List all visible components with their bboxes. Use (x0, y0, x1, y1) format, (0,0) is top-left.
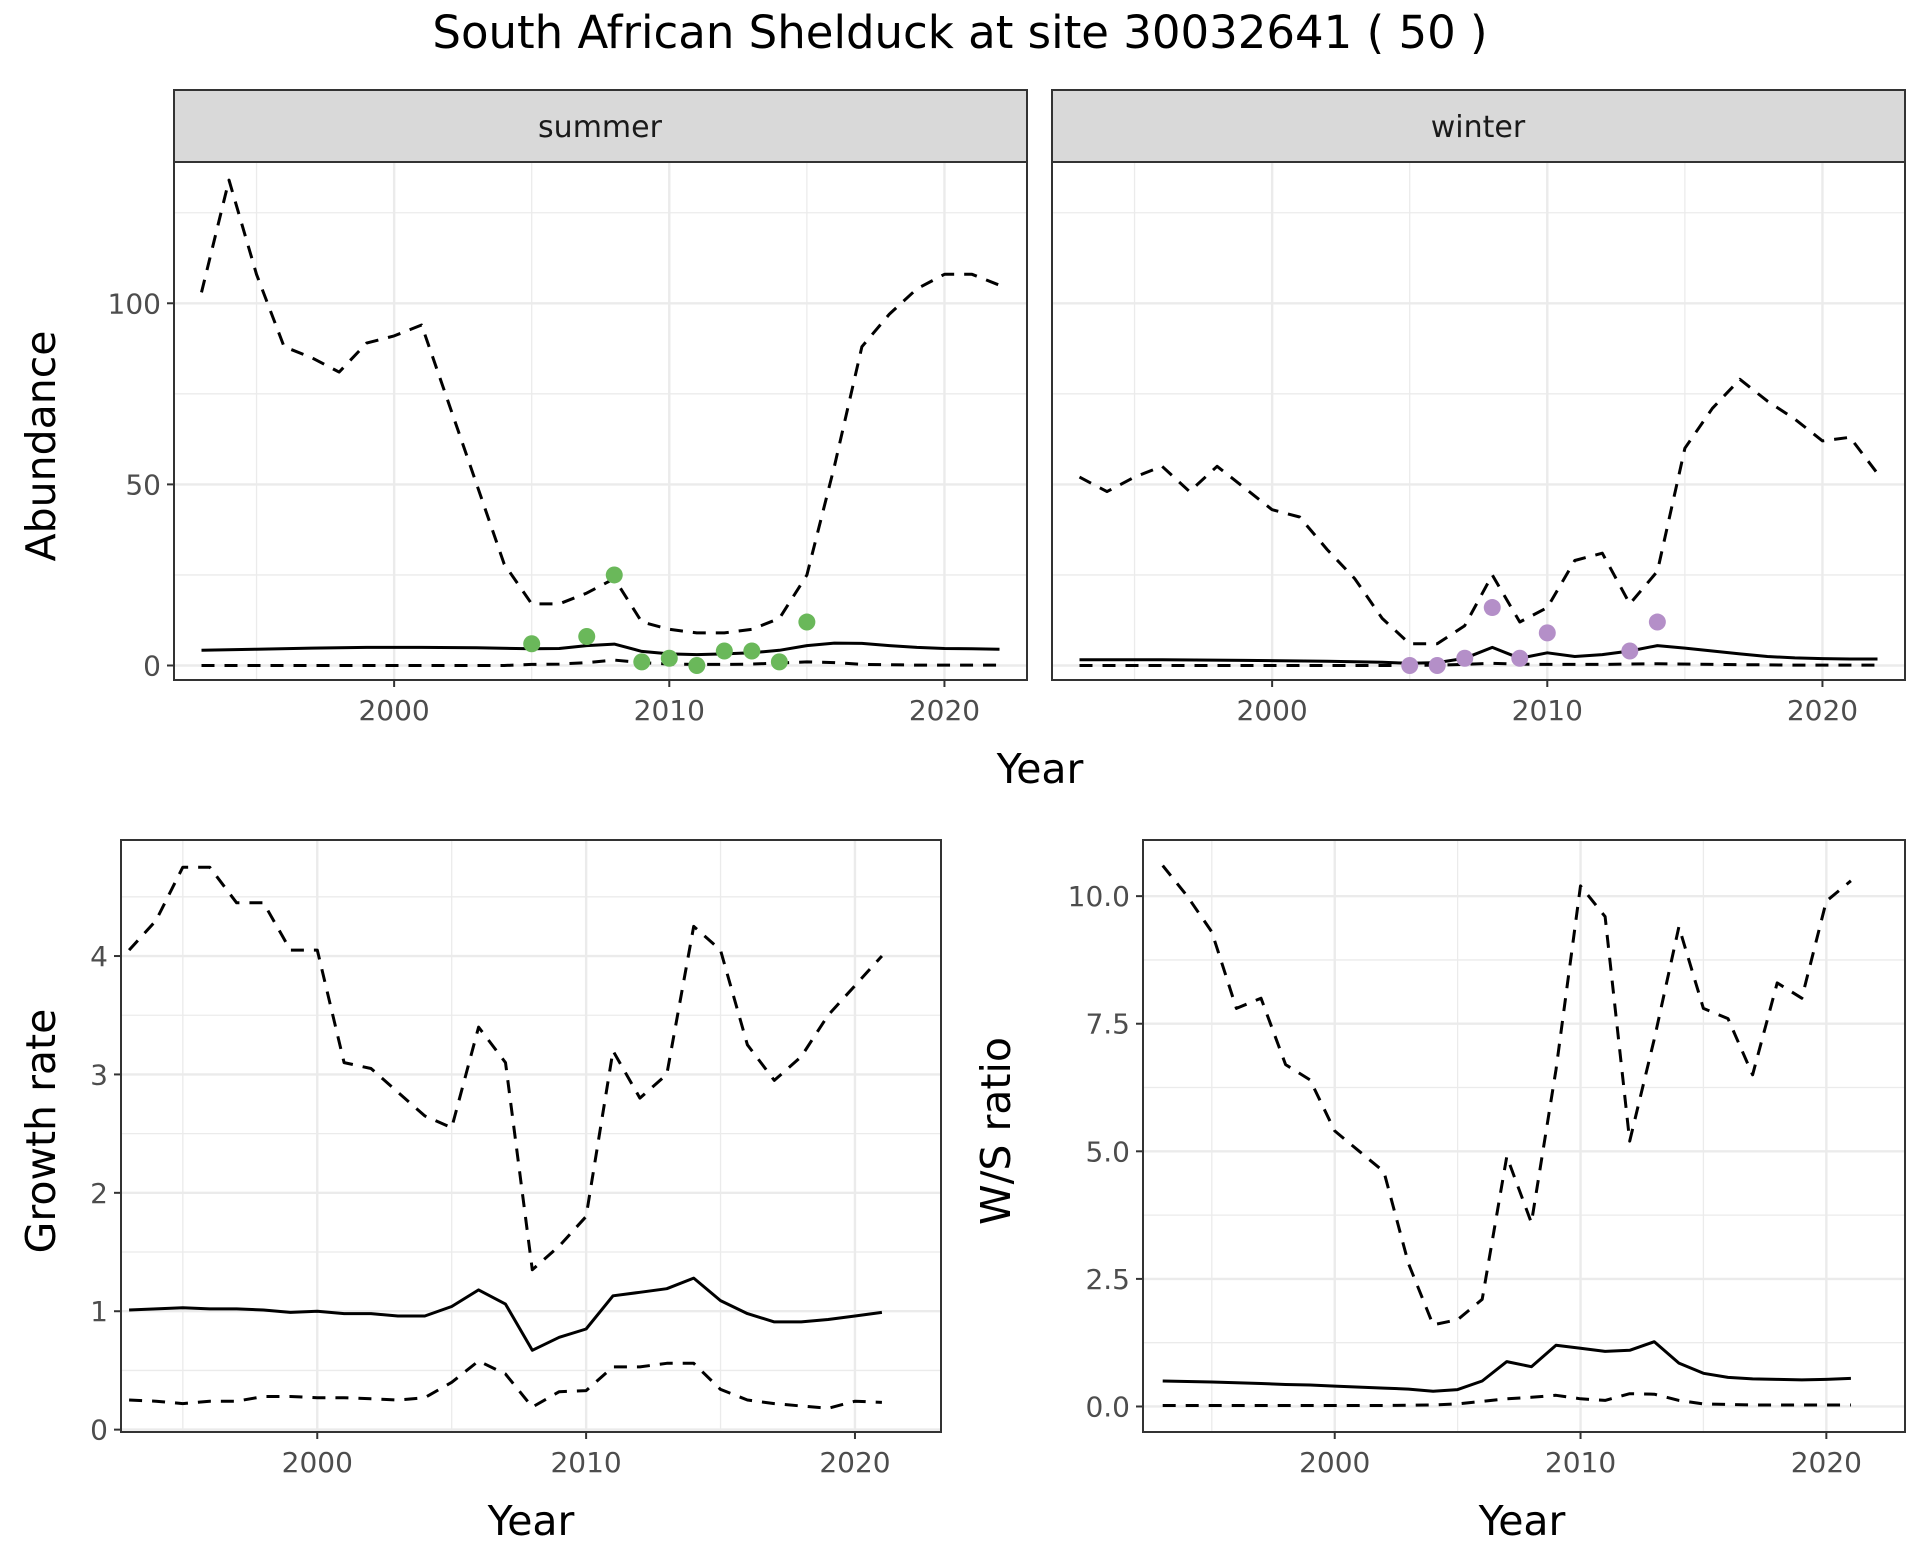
lower-bound-line (201, 658, 1000, 667)
summer-y-axis-label: Abundance (17, 331, 65, 562)
upper-bound-line (127, 865, 884, 1272)
x-tick-label: 2000 (358, 694, 429, 727)
observed-count-point (633, 653, 651, 671)
x-tick-label: 2010 (1512, 694, 1583, 727)
ws-x-axis-label: Year (1478, 1497, 1566, 1545)
observed-count-point (605, 566, 623, 584)
ws-y-axis-label: W/S ratio (972, 1037, 1020, 1225)
lower-bound-line (1079, 661, 1878, 667)
panel-border (120, 839, 942, 1433)
plot-background (121, 840, 941, 1432)
panel-border (173, 161, 1028, 681)
plot-background (174, 162, 1027, 680)
upper-bound-line (1078, 377, 1879, 646)
ws-ratio-panel: 2000 2010 2020 0.0 2.5 5.0 7.5 10.0 W/S ratio Y… (972, 839, 1906, 1545)
lower-bound-line (1162, 1392, 1851, 1407)
plot-background (1143, 840, 1905, 1432)
x-tick-label: 2000 (1236, 694, 1307, 727)
observed-count-point (1621, 642, 1639, 660)
observed-count-point (660, 649, 678, 667)
observed-count-point (688, 657, 706, 675)
observed-count-point (715, 642, 733, 660)
upper-bound-line (1161, 864, 1852, 1327)
x-tick-label: 2000 (1299, 1446, 1370, 1479)
winter-panel: winter 2000 2010 2020 (1051, 89, 1906, 727)
upper-bound-line (200, 178, 1001, 635)
observed-count-point (1428, 657, 1446, 675)
y-tick-label: 3 (90, 1058, 108, 1091)
observed-count-point (523, 635, 541, 653)
y-tick-label: 2 (90, 1177, 108, 1210)
observed-count-point (1401, 657, 1419, 675)
y-tick-label: 0.0 (1085, 1390, 1130, 1423)
y-tick-label: 50 (125, 468, 161, 501)
median-line (1162, 1340, 1851, 1393)
growth-y-axis-label: Growth rate (17, 1009, 65, 1254)
winter-strip (1051, 89, 1906, 163)
observed-count-point (1456, 649, 1474, 667)
y-tick-label: 0 (90, 1414, 108, 1447)
figure-title: South African Shelduck at site 30032641 … (432, 6, 1487, 59)
y-tick-label: 2.5 (1085, 1263, 1130, 1296)
lower-bound-line (129, 1359, 882, 1410)
x-tick-label: 2020 (1787, 694, 1858, 727)
summer-strip (173, 89, 1028, 163)
plot-background (1052, 162, 1905, 680)
summer-panel: summer 2000 2010 2020 0 50 100 Abundance (17, 89, 1028, 727)
median-line (201, 641, 1000, 657)
x-tick-label: 2010 (634, 694, 705, 727)
x-tick-label: 2010 (550, 1446, 621, 1479)
observed-count-point (1483, 599, 1501, 617)
y-tick-label: 100 (108, 287, 161, 320)
observed-count-point (770, 653, 788, 671)
observed-count-point (1648, 613, 1666, 631)
top-x-axis-label: Year (996, 745, 1084, 793)
growth-rate-panel: 2000 2010 2020 0 1 2 3 4 Growth rate Year (17, 839, 942, 1545)
y-tick-label: 4 (90, 940, 108, 973)
y-tick-label: 0 (143, 650, 161, 683)
median-line (129, 1276, 883, 1352)
x-tick-label: 2020 (909, 694, 980, 727)
x-tick-label: 2000 (282, 1446, 353, 1479)
panel-border (1051, 161, 1906, 681)
observed-count-point (1511, 649, 1529, 667)
y-tick-label: 10.0 (1068, 880, 1130, 913)
panel-border (1142, 839, 1906, 1433)
x-tick-label: 2010 (1545, 1446, 1616, 1479)
growth-x-axis-label: Year (487, 1497, 575, 1545)
y-tick-label: 1 (90, 1295, 108, 1328)
x-tick-label: 2020 (819, 1446, 890, 1479)
y-tick-label: 5.0 (1085, 1135, 1130, 1168)
observed-count-point (743, 642, 761, 660)
observed-count-point (798, 613, 816, 631)
observed-count-point (578, 628, 596, 646)
y-tick-label: 7.5 (1085, 1008, 1130, 1041)
summer-strip-label: summer (538, 110, 663, 145)
winter-strip-label: winter (1431, 110, 1526, 145)
median-line (1079, 644, 1878, 665)
observed-count-point (1538, 624, 1556, 642)
x-tick-label: 2020 (1791, 1446, 1862, 1479)
